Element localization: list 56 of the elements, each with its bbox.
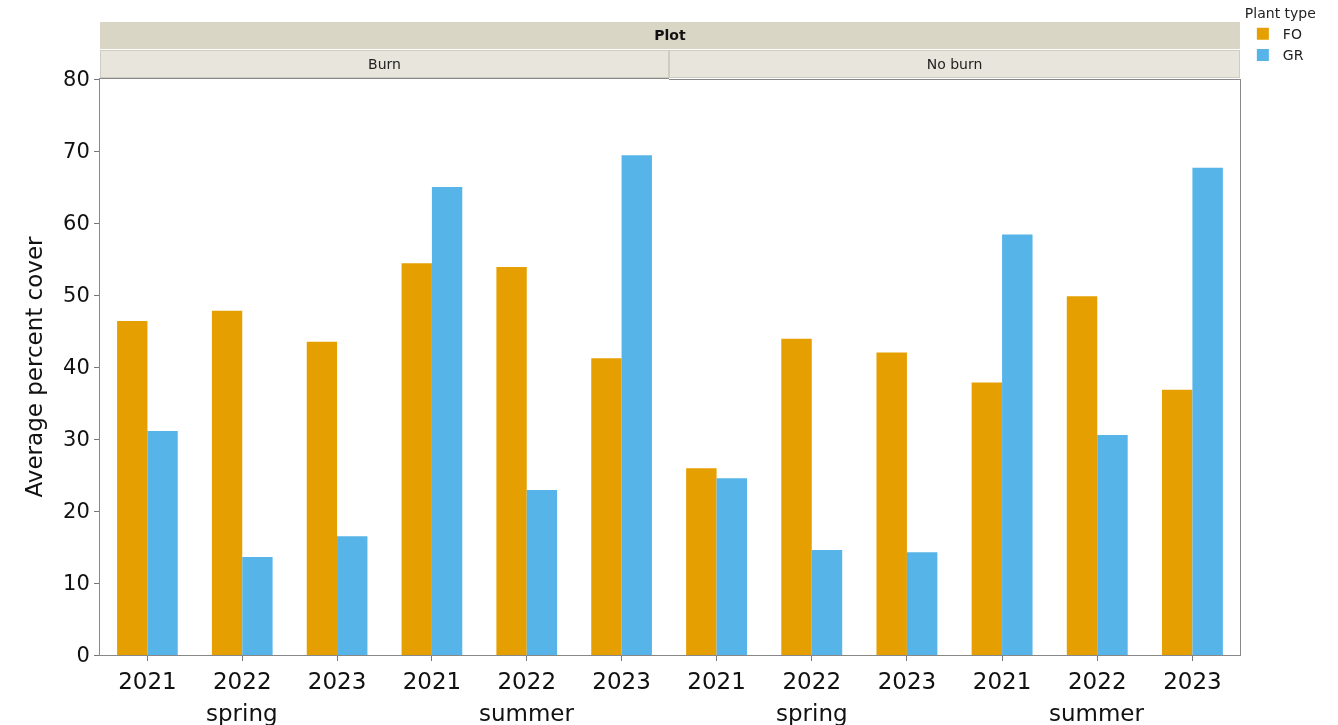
legend-title: Plant type xyxy=(1244,5,1316,22)
y-tick-label: 20 xyxy=(63,499,90,524)
y-tick-label: 50 xyxy=(63,283,90,308)
x-tick-label: 2022 xyxy=(212,667,272,694)
y-tick-label: 0 xyxy=(76,643,90,668)
bar xyxy=(621,155,652,655)
bar xyxy=(1097,435,1128,655)
bar xyxy=(1002,234,1033,655)
y-tick-label: 30 xyxy=(63,427,90,452)
bar xyxy=(876,352,907,655)
bar xyxy=(431,187,463,655)
text: summer xyxy=(1049,700,1145,725)
y-axis-title: Average percent cover xyxy=(20,235,47,498)
bar xyxy=(716,478,748,655)
x-tick-label: 2023 xyxy=(877,667,937,694)
x-tick-label: 2022 xyxy=(782,667,842,694)
y-tick-label: 70 xyxy=(63,139,90,164)
bar xyxy=(1161,389,1193,655)
bar xyxy=(906,552,938,655)
bar xyxy=(1066,296,1098,655)
chart-title: No burn xyxy=(669,50,1240,78)
bar xyxy=(306,341,338,655)
bar xyxy=(401,263,432,655)
bar xyxy=(211,310,243,655)
y-tick-label: 80 xyxy=(63,67,90,92)
bar xyxy=(686,468,717,655)
y-tick-label: 10 xyxy=(63,571,90,596)
x-tick-label: 2022 xyxy=(1067,667,1127,694)
bar xyxy=(117,320,148,655)
y-tick-label: 60 xyxy=(63,211,90,236)
x-tick-label: 2021 xyxy=(972,667,1032,694)
text: summer xyxy=(479,700,575,725)
bar xyxy=(242,557,273,655)
x-tick-label: 2021 xyxy=(687,667,746,694)
bar xyxy=(811,550,843,655)
bar xyxy=(1192,167,1223,655)
y-tick-label: 40 xyxy=(63,355,90,380)
legend-label: GR xyxy=(1282,47,1304,64)
x-tick-label: 2023 xyxy=(592,667,651,694)
bar xyxy=(496,266,527,655)
x-tick-label: 2021 xyxy=(118,667,177,694)
text: spring xyxy=(206,700,278,725)
chart-subtitle: Plot xyxy=(100,22,1240,49)
chart-title: Burn xyxy=(100,50,669,78)
x-tick-label: 2023 xyxy=(1163,667,1222,694)
x-tick-label: 2022 xyxy=(497,667,557,694)
bar xyxy=(526,490,558,655)
x-tick-label: 2021 xyxy=(402,667,462,694)
x-tick-label: 2023 xyxy=(307,667,367,694)
bar xyxy=(591,358,622,655)
bar xyxy=(971,382,1003,655)
legend-label: FO xyxy=(1282,26,1302,43)
bar xyxy=(781,338,812,655)
text: spring xyxy=(776,700,848,725)
bar xyxy=(337,536,368,655)
bar xyxy=(147,431,178,655)
